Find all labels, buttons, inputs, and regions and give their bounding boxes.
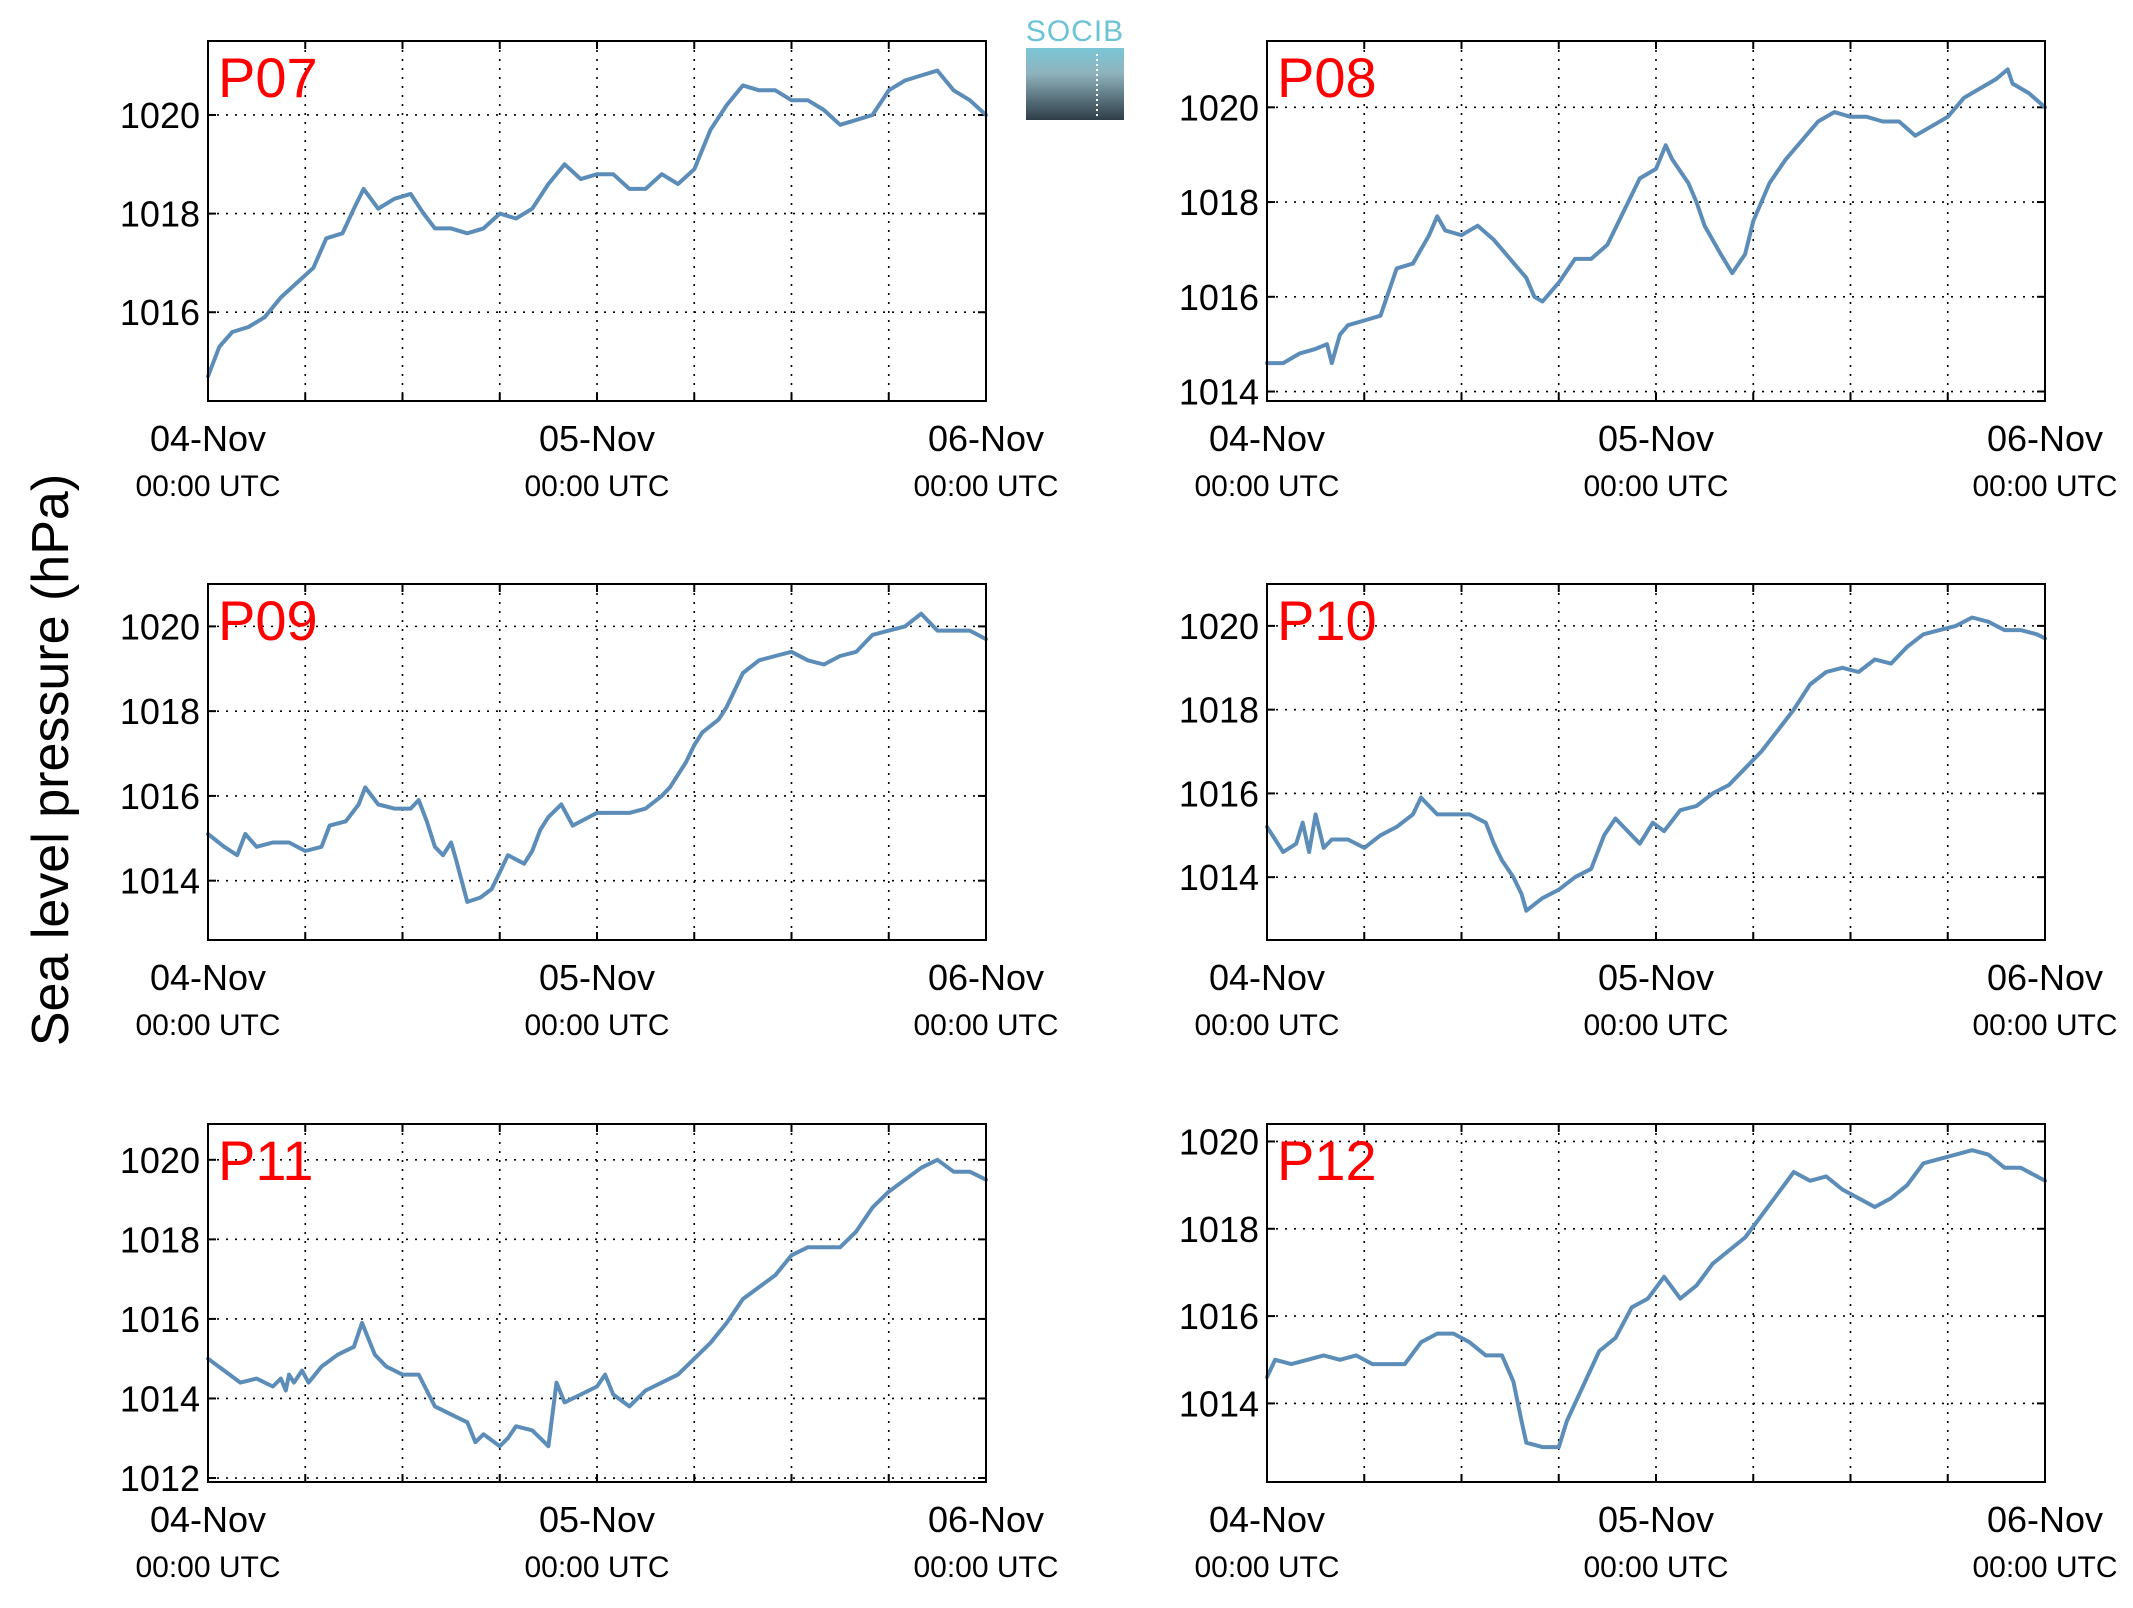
x-tick-label-time: 00:00 UTC (1583, 1009, 1728, 1042)
y-tick-label: 1018 (120, 1219, 200, 1260)
panel-label: P08 (1277, 46, 1377, 109)
y-tick-label: 1016 (120, 292, 200, 333)
panel-label: P07 (218, 46, 318, 109)
y-tick-label: 1014 (1179, 1383, 1259, 1424)
panels: 1016 1018 1020 04-Nov 00:00 UTC 05-Nov 00:00 U… (120, 40, 2118, 1584)
chart-panel-p07: 1016 1018 1020 04-Nov 00:00 UTC 05-Nov 00:00 U… (120, 40, 1059, 503)
socib-logo-text: SOCIB (1026, 15, 1124, 48)
x-tick-label-date: 06-Nov (1987, 1499, 2103, 1540)
x-tick-label-date: 05-Nov (1598, 957, 1714, 998)
x-tick-label-date: 05-Nov (539, 957, 655, 998)
axes-frame (207, 40, 987, 402)
series-line-p07 (206, 68, 988, 379)
x-tick-label-date: 05-Nov (1598, 418, 1714, 459)
y-tick-label: 1016 (120, 1299, 200, 1340)
y-tick-label: 1014 (120, 861, 200, 902)
x-tick-label-time: 00:00 UTC (1972, 1009, 2117, 1042)
y-axis-label: Sea level pressure (hPa) (22, 474, 80, 1046)
x-tick-label-time: 00:00 UTC (1194, 1551, 1339, 1584)
x-tick-label-date: 04-Nov (1209, 418, 1325, 459)
axes-frame (207, 583, 987, 941)
socib-logo: SOCIB (1026, 15, 1124, 120)
y-tick-label: 1016 (1179, 277, 1259, 318)
y-tick-label: 1018 (1179, 690, 1259, 731)
y-tick-label: 1014 (1179, 372, 1259, 413)
panel-label: P12 (1277, 1129, 1377, 1192)
chart-panel-p10: 1014 1016 1018 1020 04-Nov 00:00 UTC 05-Nov 00:… (1179, 583, 2118, 1042)
x-tick-label-date: 05-Nov (539, 1499, 655, 1540)
x-tick-label-date: 04-Nov (1209, 1499, 1325, 1540)
series-line-p11 (206, 1157, 988, 1449)
x-tick-label-time: 00:00 UTC (1972, 470, 2117, 503)
y-tick-label: 1016 (120, 776, 200, 817)
y-tick-label: 1016 (1179, 1296, 1259, 1337)
x-tick-label-time: 00:00 UTC (524, 1009, 669, 1042)
y-tick-label: 1018 (120, 194, 200, 235)
x-tick-label-date: 04-Nov (150, 957, 266, 998)
panel-label: P10 (1277, 589, 1377, 652)
axes-frame (207, 1123, 987, 1483)
y-tick-label: 1018 (1179, 1209, 1259, 1250)
x-tick-label-time: 00:00 UTC (1583, 470, 1728, 503)
y-tick-label: 1020 (1179, 1121, 1259, 1162)
x-tick-label-date: 04-Nov (150, 418, 266, 459)
x-tick-label-date: 04-Nov (1209, 957, 1325, 998)
y-tick-label: 1014 (1179, 857, 1259, 898)
y-tick-label: 1020 (1179, 606, 1259, 647)
panel-label: P11 (218, 1129, 313, 1192)
x-tick-label-time: 00:00 UTC (135, 1009, 280, 1042)
axes-frame (1266, 40, 2046, 402)
chart-panel-p08: 1014 1016 1018 1020 04-Nov 00:00 UTC 05-Nov 00:… (1179, 40, 2118, 503)
x-tick-label-time: 00:00 UTC (524, 470, 669, 503)
x-tick-label-time: 00:00 UTC (1972, 1551, 2117, 1584)
y-tick-label: 1014 (120, 1378, 200, 1419)
series-line-p10 (1265, 615, 2047, 913)
x-tick-label-time: 00:00 UTC (1583, 1551, 1728, 1584)
chart-panel-p11: 1012 1014 1016 1018 1020 04-Nov 00:00 UTC 05-No… (120, 1123, 1059, 1584)
y-tick-label: 1020 (1179, 87, 1259, 128)
y-tick-label: 1012 (120, 1458, 200, 1499)
axes-frame (1266, 583, 2046, 941)
y-tick-label: 1016 (1179, 773, 1259, 814)
x-tick-label-date: 06-Nov (928, 1499, 1044, 1540)
x-tick-label-date: 06-Nov (1987, 957, 2103, 998)
x-tick-label-date: 05-Nov (1598, 1499, 1714, 1540)
y-tick-label: 1020 (120, 606, 200, 647)
panel-label: P09 (218, 589, 318, 652)
chart-panel-p12: 1014 1016 1018 1020 04-Nov 00:00 UTC 05-Nov 00:… (1179, 1121, 2118, 1584)
x-tick-label-date: 06-Nov (1987, 418, 2103, 459)
y-tick-label: 1018 (120, 691, 200, 732)
x-tick-label-time: 00:00 UTC (1194, 1009, 1339, 1042)
y-tick-label: 1020 (120, 1140, 200, 1181)
series-line-p12 (1265, 1148, 2047, 1450)
x-tick-label-time: 00:00 UTC (135, 470, 280, 503)
y-tick-label: 1018 (1179, 182, 1259, 223)
x-tick-label-time: 00:00 UTC (913, 470, 1058, 503)
chart-panel-p09: 1014 1016 1018 1020 04-Nov 00:00 UTC 05-Nov 00:… (120, 583, 1059, 1042)
series-line-p09 (206, 611, 988, 904)
x-tick-label-date: 06-Nov (928, 957, 1044, 998)
y-tick-label: 1020 (120, 95, 200, 136)
socib-logo-block (1026, 48, 1124, 120)
series-line-p08 (1265, 67, 2047, 366)
x-tick-label-date: 05-Nov (539, 418, 655, 459)
x-tick-label-time: 00:00 UTC (1194, 470, 1339, 503)
x-tick-label-time: 00:00 UTC (913, 1009, 1058, 1042)
axes-frame (1266, 1123, 2046, 1483)
x-tick-label-date: 04-Nov (150, 1499, 266, 1540)
x-tick-label-time: 00:00 UTC (913, 1551, 1058, 1584)
x-tick-label-date: 06-Nov (928, 418, 1044, 459)
x-tick-label-time: 00:00 UTC (524, 1551, 669, 1584)
x-tick-label-time: 00:00 UTC (135, 1551, 280, 1584)
